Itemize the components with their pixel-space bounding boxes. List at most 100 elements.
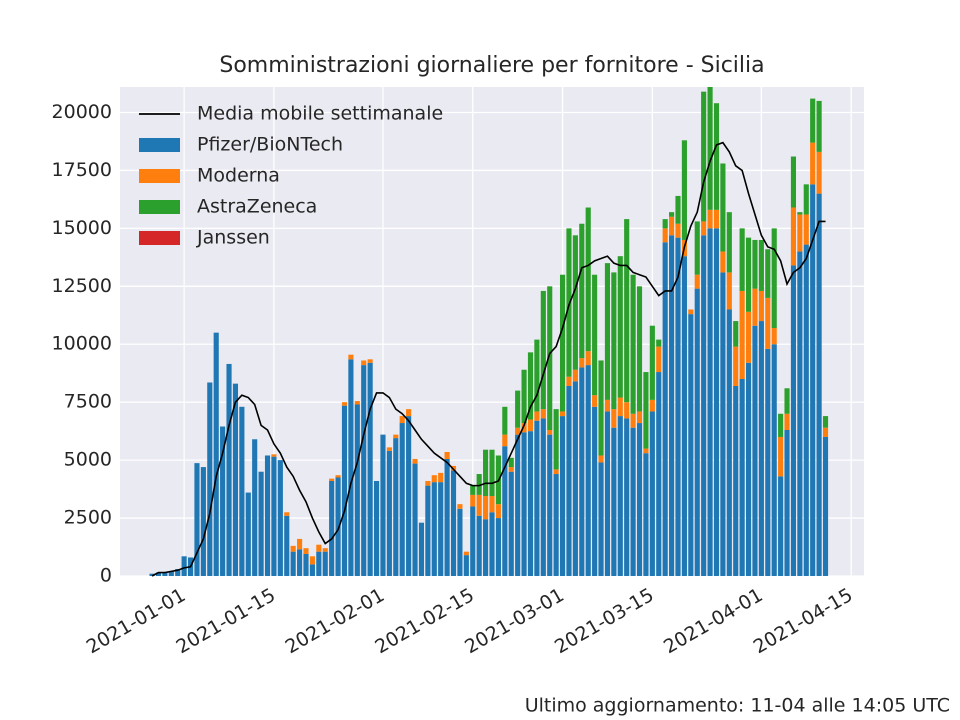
bar <box>765 249 771 298</box>
x-tick-label: 2021-02-15 <box>371 584 478 658</box>
bar <box>540 418 546 576</box>
bar <box>476 474 482 495</box>
bar <box>784 429 790 576</box>
bar <box>624 219 630 403</box>
x-tick-label: 2021-03-15 <box>551 584 658 658</box>
bar <box>726 212 732 273</box>
bar <box>341 405 348 576</box>
bar <box>797 251 803 576</box>
bar <box>585 365 591 576</box>
x-tick-label: 2021-02-01 <box>282 584 389 658</box>
bar <box>790 207 797 266</box>
bar <box>547 434 553 576</box>
bar <box>771 228 777 329</box>
bar <box>303 548 309 554</box>
bar <box>245 492 251 576</box>
bar <box>559 411 566 417</box>
bar <box>322 551 328 576</box>
bar <box>290 545 296 552</box>
bar <box>707 87 713 210</box>
bar <box>752 239 758 289</box>
bar <box>598 360 604 456</box>
bar <box>701 91 707 222</box>
bar <box>624 418 630 576</box>
bar <box>553 469 559 475</box>
bar <box>726 309 732 576</box>
bar <box>688 314 694 576</box>
x-tick-label: 2021-04-15 <box>750 584 857 658</box>
bar <box>470 485 476 495</box>
bar <box>502 446 508 576</box>
bar <box>521 423 527 433</box>
bar <box>444 452 450 459</box>
bar <box>162 572 168 576</box>
bar <box>611 409 617 428</box>
bar <box>803 214 809 245</box>
bar <box>604 411 611 576</box>
bar <box>489 496 495 513</box>
bar <box>463 555 469 576</box>
bar <box>361 360 367 366</box>
bar <box>322 548 328 552</box>
bar <box>508 467 514 472</box>
bar <box>303 553 309 576</box>
bar <box>579 367 585 576</box>
bar <box>527 431 534 576</box>
bar <box>309 564 315 576</box>
bar <box>264 455 271 576</box>
bar <box>611 427 617 576</box>
bar <box>284 512 290 516</box>
bar <box>656 346 662 373</box>
bar <box>771 328 777 345</box>
bar <box>335 477 341 576</box>
bar <box>341 402 348 406</box>
y-tick-label: 5000 <box>64 449 112 471</box>
bar <box>431 482 437 576</box>
legend-swatch <box>139 231 180 245</box>
bar <box>572 235 578 370</box>
bar <box>297 538 303 550</box>
bar <box>720 272 726 576</box>
bar <box>534 411 540 421</box>
y-tick-label: 2500 <box>64 507 112 529</box>
bar <box>495 518 501 576</box>
bar <box>566 385 572 576</box>
bar <box>354 404 360 576</box>
bar <box>822 416 829 428</box>
legend-label: AstraZeneca <box>197 196 317 218</box>
bar <box>797 214 803 252</box>
bar <box>200 467 206 576</box>
bar <box>579 223 585 359</box>
bar <box>694 221 700 275</box>
bar <box>617 416 623 576</box>
legend-swatch <box>139 169 180 183</box>
bar <box>778 436 784 477</box>
legend-label: Moderna <box>197 165 280 187</box>
bar <box>399 423 405 576</box>
bar <box>822 427 829 437</box>
bar <box>784 413 790 430</box>
y-tick-label: 15000 <box>52 217 112 239</box>
bar <box>489 449 495 497</box>
bar <box>688 309 694 315</box>
bar <box>547 429 553 435</box>
bar <box>630 427 636 576</box>
bar <box>778 476 784 576</box>
bar <box>765 297 771 349</box>
bar <box>470 506 476 576</box>
x-tick-label: 2021-04-01 <box>660 584 767 658</box>
bar <box>572 381 578 576</box>
bar <box>707 228 713 576</box>
bar <box>463 551 469 556</box>
bar <box>745 237 752 312</box>
bar <box>232 383 239 576</box>
bar <box>418 522 425 576</box>
bar <box>515 390 521 428</box>
bar <box>803 244 809 577</box>
bar <box>438 472 444 483</box>
bar <box>790 265 797 576</box>
bar <box>412 458 418 464</box>
bar <box>175 569 181 576</box>
y-tick-label: 12500 <box>52 275 112 297</box>
bar <box>675 237 681 576</box>
